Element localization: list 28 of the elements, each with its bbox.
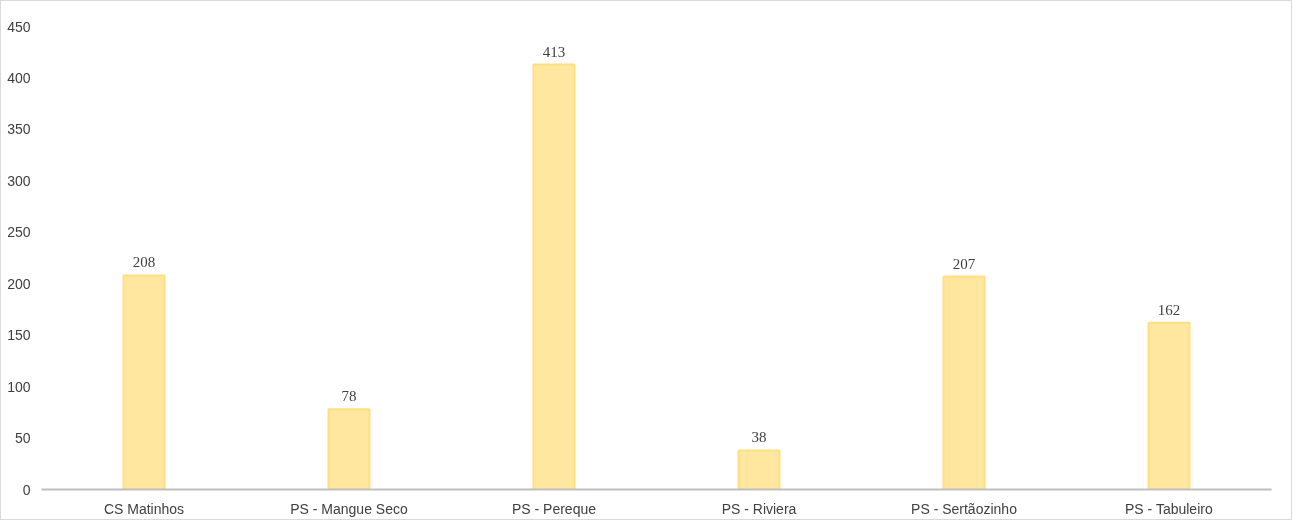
x-tick-label: PS - Riviera — [721, 500, 797, 517]
y-tick-label: 350 — [7, 121, 31, 138]
data-label: 413 — [542, 43, 566, 60]
x-tick-label: PS - Mangue Seco — [290, 500, 408, 517]
y-tick-label: 450 — [7, 18, 31, 35]
bar — [737, 449, 781, 490]
x-tick-label: PS - Tabuleiro — [1125, 500, 1213, 517]
x-tick-label: PS - Sertãozinho — [911, 500, 1018, 517]
x-tick-label: CS Matinhos — [103, 500, 185, 517]
bar — [122, 274, 166, 490]
y-tick-label: 200 — [7, 275, 31, 292]
data-label: 38 — [751, 429, 767, 446]
bar — [327, 408, 371, 490]
x-tick-label: PS - Pereque — [511, 500, 597, 517]
data-label: 208 — [132, 254, 156, 271]
y-tick-label: 300 — [7, 172, 31, 189]
data-label: 162 — [1157, 301, 1181, 318]
y-tick-label: 0 — [22, 481, 31, 498]
data-label: 207 — [952, 255, 976, 272]
data-label: 78 — [341, 388, 357, 405]
y-tick-label: 100 — [7, 378, 31, 395]
y-tick-label: 400 — [7, 69, 31, 86]
y-tick-label: 50 — [14, 430, 31, 447]
bar — [532, 63, 576, 490]
y-tick-label: 250 — [7, 224, 31, 241]
bar — [942, 275, 986, 490]
y-tick-label: 150 — [7, 327, 31, 344]
bar — [1147, 321, 1191, 490]
